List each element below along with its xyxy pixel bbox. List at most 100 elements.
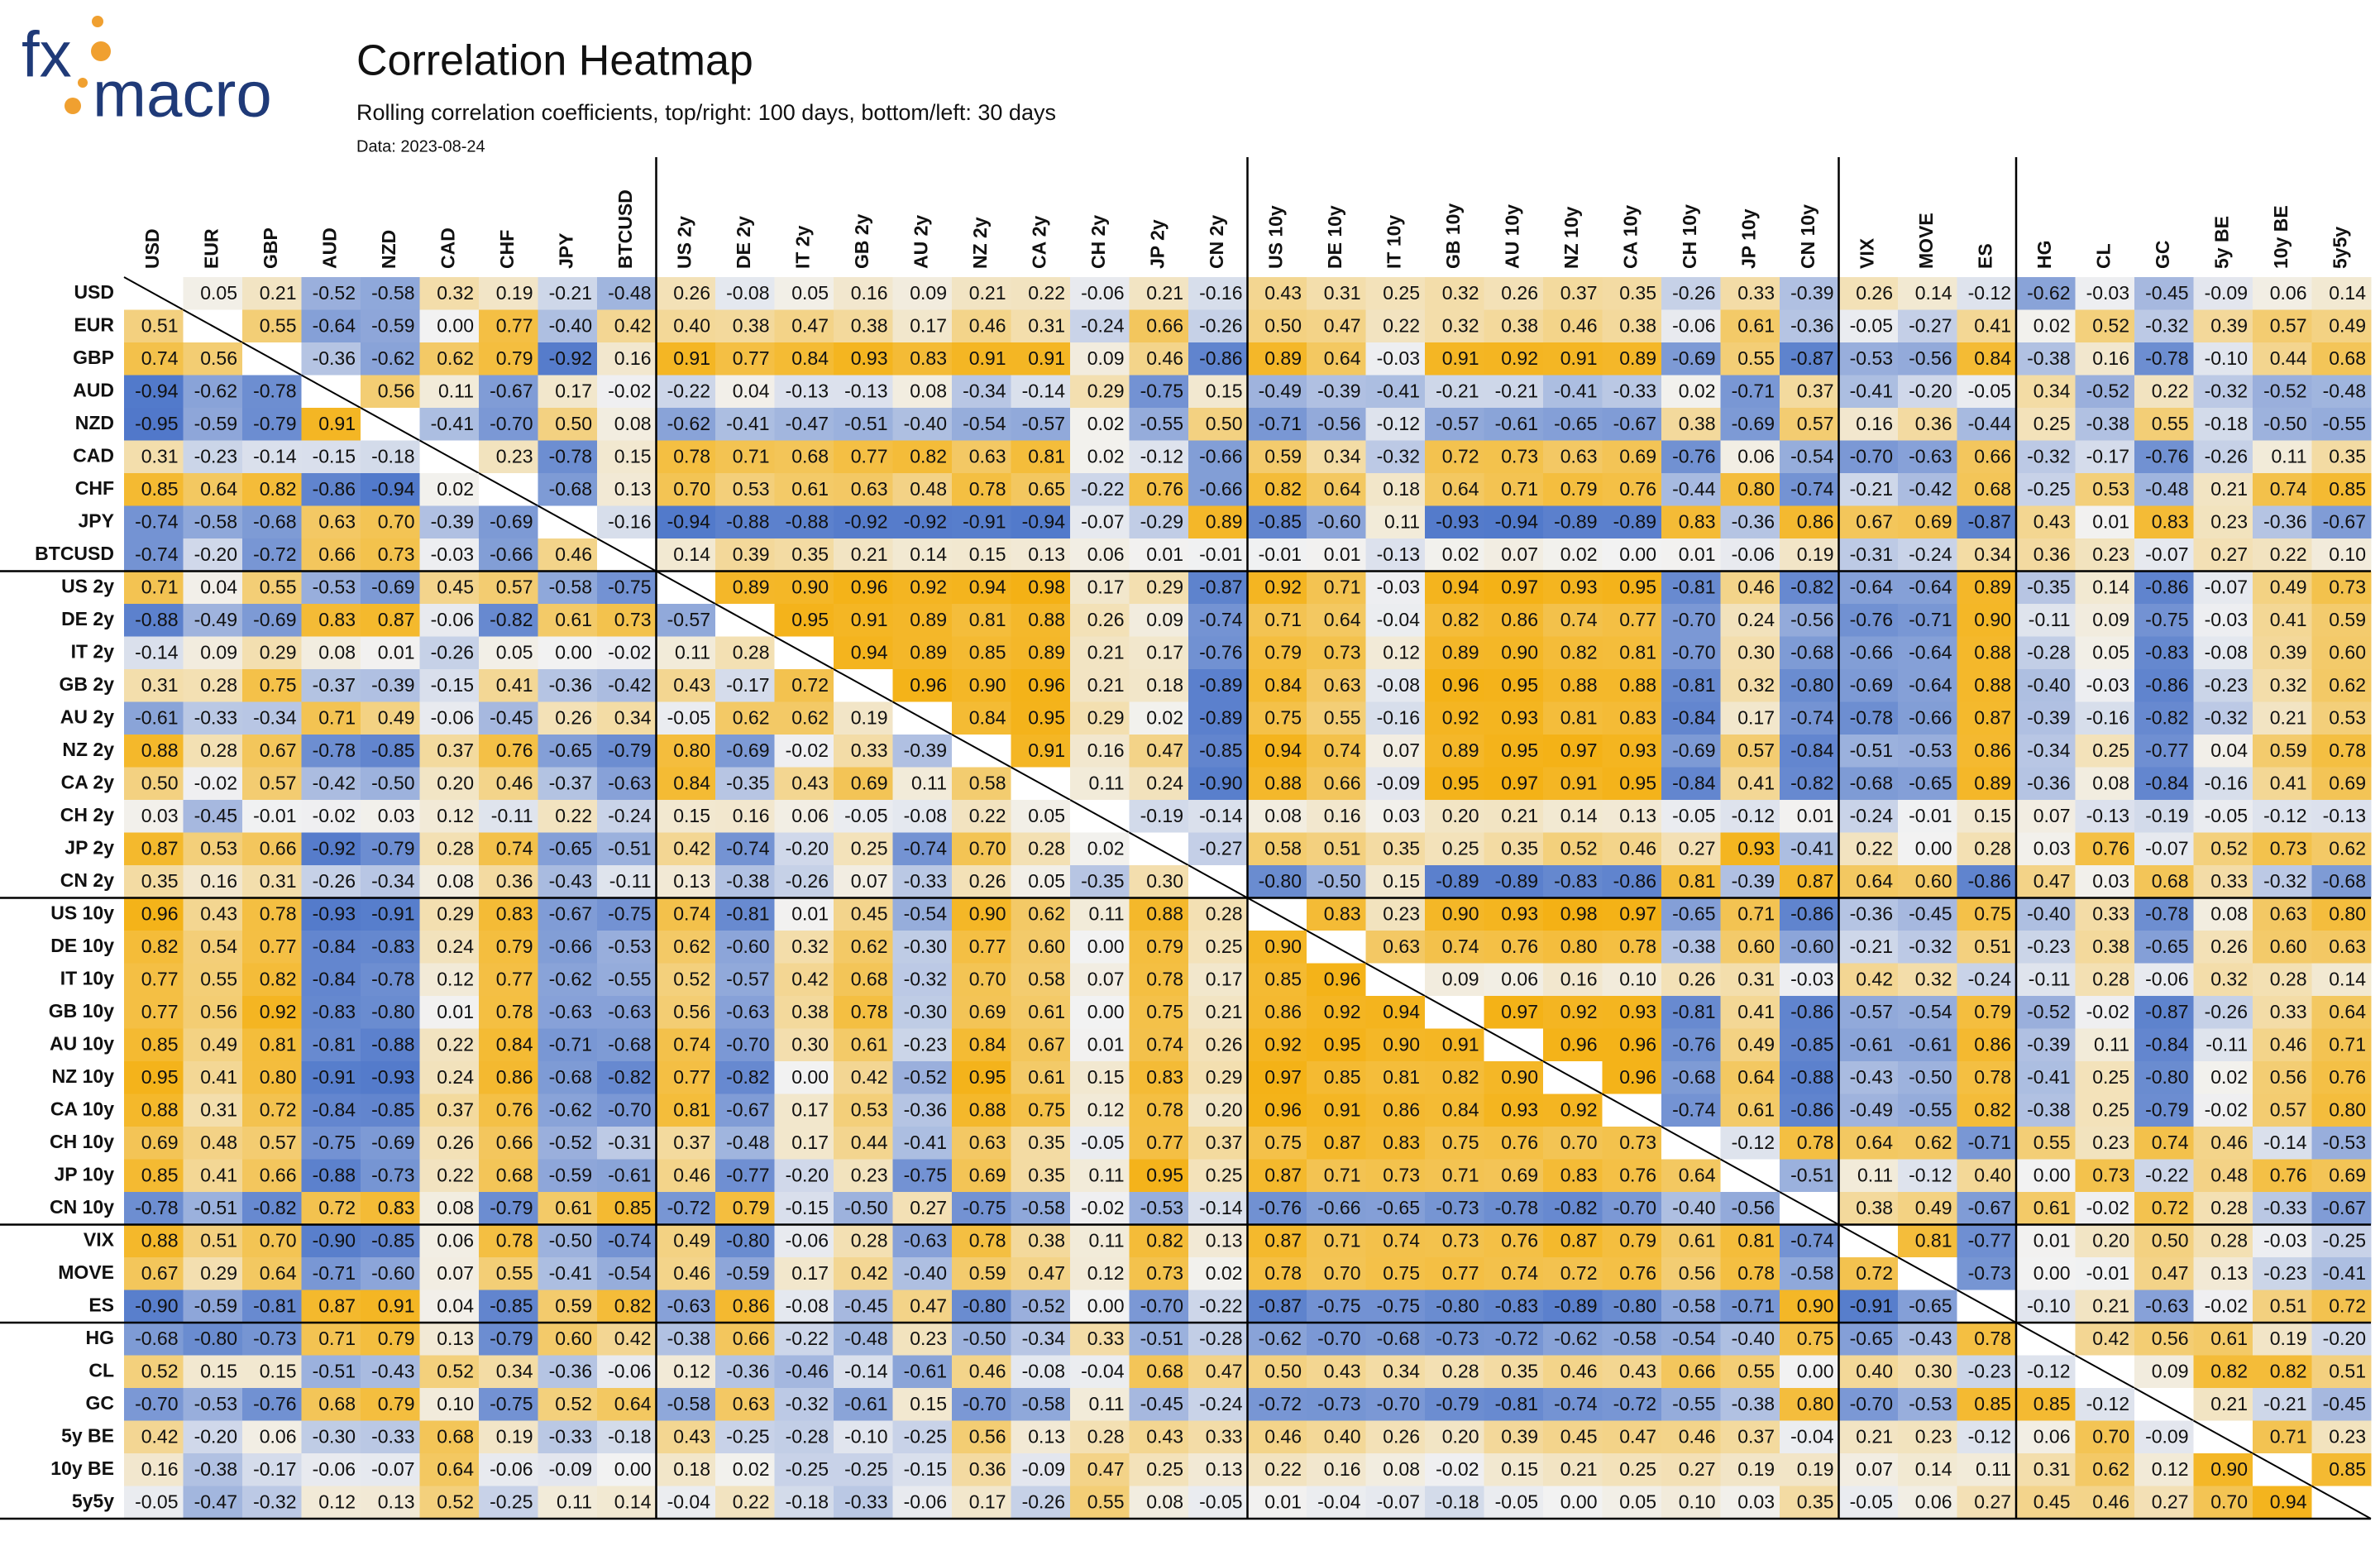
cell-value: 0.70 bbox=[969, 837, 1006, 859]
cell-value: -0.51 bbox=[1790, 1164, 1833, 1185]
cell-background bbox=[656, 277, 716, 310]
cell-background bbox=[1011, 800, 1071, 833]
cell-background bbox=[1543, 505, 1603, 539]
cell-value: -0.36 bbox=[726, 1360, 769, 1381]
cell-background bbox=[1602, 375, 1662, 409]
heatmap: USD EUR GBP AUD NZD CAD CHF JPY BTCUSD US 2y DE 2y… bbox=[0, 157, 2372, 1520]
cell-background bbox=[242, 604, 302, 637]
cell-value: -0.42 bbox=[1909, 478, 1952, 500]
cell-background bbox=[1011, 375, 1071, 409]
cell-background bbox=[479, 669, 538, 702]
cell-value: 0.62 bbox=[791, 706, 829, 728]
cell-background bbox=[301, 505, 361, 539]
cell-value: 0.73 bbox=[378, 543, 415, 565]
cell-value: 0.62 bbox=[2092, 1458, 2129, 1480]
cell-background bbox=[834, 1192, 893, 1225]
cell-value: -0.11 bbox=[2206, 1033, 2248, 1055]
cell-value: -0.85 bbox=[371, 1098, 414, 1120]
cell-background bbox=[479, 1061, 538, 1094]
cell-background bbox=[2134, 636, 2194, 670]
cell-value: 0.29 bbox=[1087, 706, 1125, 728]
cell-value: 0.74 bbox=[1146, 1033, 1183, 1055]
cell-background bbox=[1957, 277, 2017, 310]
cell-value: 0.79 bbox=[1560, 478, 1598, 500]
cell-value: 0.71 bbox=[1501, 478, 1538, 500]
cell-value: 0.69 bbox=[1501, 1164, 1538, 1185]
cell-value: -0.39 bbox=[431, 510, 474, 532]
cell-background bbox=[1188, 1192, 1248, 1225]
cell-value: 0.10 bbox=[1619, 968, 1656, 989]
cell-value: -0.26 bbox=[1022, 1491, 1065, 1512]
cell-value: 0.66 bbox=[496, 1132, 533, 1153]
cell-value: 0.61 bbox=[851, 1033, 888, 1055]
cell-background bbox=[1780, 1159, 1839, 1193]
cell-background bbox=[1188, 1094, 1248, 1127]
cell-background bbox=[1425, 669, 1484, 702]
cell-background bbox=[2311, 996, 2372, 1029]
cell-background bbox=[242, 800, 302, 833]
cell-value: 0.68 bbox=[496, 1164, 533, 1185]
cell-background bbox=[2253, 342, 2312, 376]
cell-value: -0.85 bbox=[1790, 1033, 1833, 1055]
cell-value: 0.71 bbox=[2270, 1425, 2307, 1447]
cell-value: 0.93 bbox=[1737, 837, 1775, 859]
cell-background bbox=[1484, 897, 1544, 931]
cell-background bbox=[834, 996, 893, 1029]
cell-value: 0.37 bbox=[1206, 1132, 1243, 1153]
cell-value: -0.75 bbox=[904, 1164, 947, 1185]
cell-value: 0.50 bbox=[1264, 314, 1302, 336]
cell-background bbox=[774, 735, 834, 768]
cell-background bbox=[2193, 865, 2253, 898]
cell-background bbox=[183, 505, 243, 539]
cell-background bbox=[2253, 1094, 2312, 1127]
cell-background bbox=[1365, 604, 1426, 637]
cell-value: -0.18 bbox=[1436, 1491, 1479, 1512]
cell-background bbox=[1898, 309, 1957, 343]
cell-value: 0.89 bbox=[1974, 772, 2011, 793]
cell-value: -0.87 bbox=[1790, 347, 1833, 369]
cell-value: 0.21 bbox=[1206, 1001, 1243, 1022]
cell-background bbox=[1011, 636, 1071, 670]
cell-background bbox=[952, 473, 1011, 506]
cell-value: -0.04 bbox=[1790, 1425, 1834, 1447]
cell-value: 0.78 bbox=[1264, 1262, 1302, 1284]
cell-value: 0.20 bbox=[1442, 1425, 1479, 1447]
cell-value: 0.57 bbox=[496, 576, 533, 597]
cell-value: -0.04 bbox=[1317, 1491, 1361, 1512]
cell-value: -0.51 bbox=[608, 837, 651, 859]
cell-value: -0.39 bbox=[2027, 1033, 2070, 1055]
cell-background bbox=[1070, 375, 1130, 409]
cell-background bbox=[2134, 963, 2194, 997]
cell-value: -0.51 bbox=[1140, 1328, 1183, 1349]
cell-background bbox=[1247, 505, 1307, 539]
cell-value: -0.48 bbox=[726, 1132, 769, 1153]
cell-background bbox=[952, 375, 1011, 409]
cell-background bbox=[361, 342, 420, 376]
cell-background bbox=[892, 636, 953, 670]
cell-background bbox=[183, 800, 243, 833]
cell-value: 0.12 bbox=[673, 1360, 710, 1381]
cell-value: 0.22 bbox=[555, 805, 592, 826]
cell-background bbox=[1602, 636, 1662, 670]
cell-value: 0.17 bbox=[791, 1262, 829, 1284]
cell-background bbox=[479, 1127, 538, 1160]
cell-value: -0.24 bbox=[1850, 805, 1894, 826]
cell-value: -0.53 bbox=[1909, 739, 1952, 761]
column-label: DE 2y bbox=[733, 216, 754, 269]
cell-background bbox=[419, 571, 480, 605]
column-label: MOVE bbox=[1915, 213, 1937, 269]
cell-background bbox=[301, 832, 361, 866]
cell-value: -0.41 bbox=[1377, 380, 1420, 401]
cell-value: 0.26 bbox=[1501, 282, 1538, 304]
cell-value: 0.77 bbox=[141, 968, 179, 989]
cell-background bbox=[1129, 505, 1189, 539]
logo-macro: macro bbox=[93, 58, 272, 131]
cell-value: 0.48 bbox=[910, 478, 947, 500]
cell-value: 0.23 bbox=[2329, 1425, 2366, 1447]
cell-value: -0.84 bbox=[313, 1098, 356, 1120]
cell-value: 0.70 bbox=[1560, 1132, 1598, 1153]
cell-value: 0.02 bbox=[1087, 413, 1125, 434]
cell-value: -0.59 bbox=[194, 1295, 237, 1316]
row-label: JP 2y bbox=[65, 836, 114, 858]
cell-background bbox=[1543, 897, 1603, 931]
